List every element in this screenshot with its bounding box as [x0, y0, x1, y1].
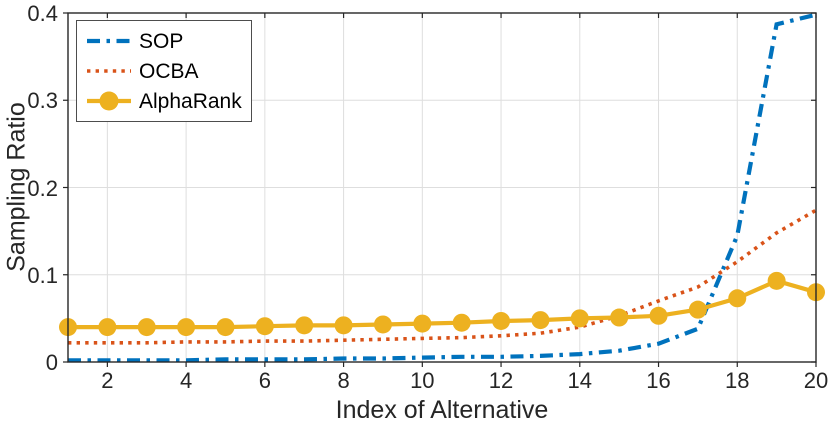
x-tick-label: 8: [337, 368, 350, 393]
legend: SOP OCBA AlphaRank: [76, 20, 252, 122]
data-point-marker: [334, 316, 353, 335]
data-point-marker: [728, 289, 747, 308]
data-point-marker: [531, 311, 550, 330]
x-tick-label: 6: [258, 368, 271, 393]
x-tick-label: 12: [488, 368, 514, 393]
data-point-marker: [492, 311, 511, 330]
legend-label-sop: SOP: [139, 29, 184, 53]
data-point-marker: [98, 318, 117, 337]
x-tick-label: 4: [179, 368, 193, 393]
legend-item-sop: SOP: [85, 27, 241, 55]
data-point-marker: [216, 318, 235, 337]
series-line-sop: [68, 12, 817, 363]
x-tick-label: 14: [567, 368, 593, 393]
legend-marker: [99, 91, 119, 111]
x-tick-label: 18: [725, 368, 750, 393]
legend-line-sample-icon: [87, 91, 131, 111]
data-point-marker: [255, 317, 274, 336]
y-tick-label: 0.1: [27, 262, 58, 288]
legend-line-sample-icon: [87, 69, 131, 73]
series-line-ocba: [68, 208, 817, 345]
data-point-marker: [570, 309, 589, 328]
x-tick-label: 20: [803, 368, 829, 393]
y-tick-label: 0.2: [27, 175, 58, 201]
data-point-marker: [649, 306, 668, 325]
y-tick-label: 0.3: [27, 88, 58, 114]
data-point-marker: [413, 314, 432, 333]
legend-label-alpharank: AlphaRank: [139, 89, 242, 113]
data-point-marker: [177, 318, 196, 337]
data-point-marker: [688, 300, 707, 319]
legend-line-sample-icon: [87, 38, 131, 44]
legend-item-alpharank: AlphaRank: [85, 87, 242, 115]
x-axis-label: Index of Alternative: [335, 396, 549, 424]
data-point-marker: [295, 316, 314, 335]
x-tick-label: 2: [101, 368, 114, 393]
legend-label-ocba: OCBA: [139, 59, 199, 83]
y-tick-label: 0.4: [27, 1, 58, 26]
data-point-marker: [137, 318, 156, 337]
data-point-marker: [452, 313, 471, 332]
x-tick-label: 10: [410, 368, 435, 393]
y-tick-label: 0: [45, 350, 58, 375]
x-tick-label: 16: [646, 368, 671, 393]
data-point-marker: [610, 308, 629, 327]
data-point-marker: [373, 315, 392, 334]
data-point-marker: [767, 271, 786, 290]
legend-item-ocba: OCBA: [85, 57, 241, 85]
